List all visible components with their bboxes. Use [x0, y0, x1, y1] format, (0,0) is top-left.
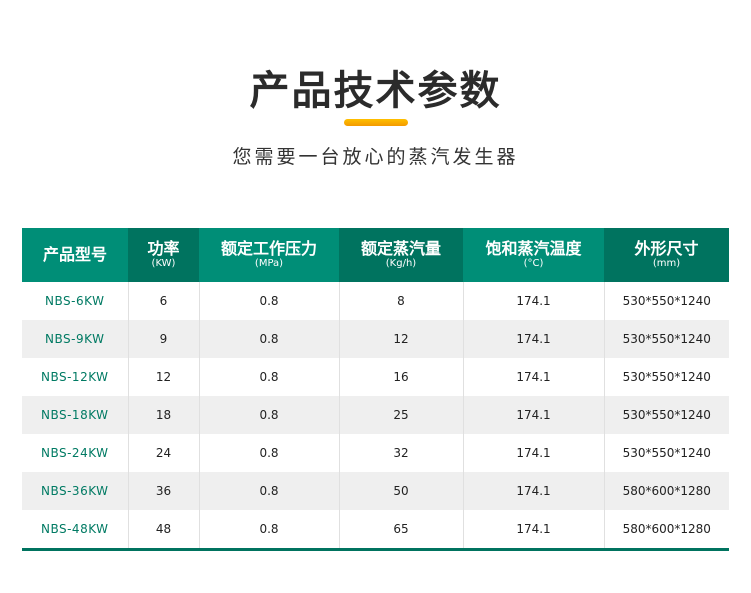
header-model: 产品型号 — [22, 228, 128, 282]
cell-model: NBS-48KW — [22, 510, 128, 551]
cell-temperature: 174.1 — [462, 320, 604, 358]
cell-power: 48 — [127, 510, 199, 551]
cell-steam-rate: 50 — [338, 472, 463, 510]
header-power: 功率 (KW) — [128, 228, 199, 282]
cell-pressure: 0.8 — [198, 472, 339, 510]
cell-model: NBS-12KW — [40, 370, 109, 384]
cell-pressure: 0.8 — [198, 320, 339, 358]
cell-temperature: 174.1 — [462, 396, 604, 434]
cell-steam-rate: 65 — [338, 510, 463, 551]
table-row: NBS-9KW 9 0.8 12 174.1 530*550*1240 — [22, 320, 729, 358]
header-pressure: 额定工作压力 (MPa) — [199, 228, 339, 282]
table-row: NBS-12KW 12 0.8 16 174.1 530*550*1240 — [22, 358, 729, 396]
cell-steam-rate: 25 — [338, 396, 463, 434]
cell-model: NBS-24KW — [40, 446, 109, 460]
cell-temperature: 174.1 — [462, 282, 604, 320]
header-unit: (mm) — [652, 258, 681, 269]
header-label: 功率 — [147, 239, 180, 258]
cell-dimensions: 530*550*1240 — [603, 282, 729, 320]
cell-steam-rate: 16 — [338, 358, 463, 396]
header-unit: (KW) — [151, 258, 176, 269]
cell-steam-rate: 8 — [338, 282, 463, 320]
page-subtitle: 您需要一台放心的蒸汽发生器 — [232, 146, 519, 168]
cell-power: 18 — [127, 396, 199, 434]
cell-model: NBS-9KW — [22, 320, 128, 358]
cell-pressure: 0.8 — [198, 396, 339, 434]
cell-steam-rate: 12 — [338, 320, 463, 358]
cell-power: 6 — [127, 282, 199, 320]
header-unit: (MPa) — [254, 258, 284, 269]
cell-temperature: 174.1 — [462, 358, 604, 396]
cell-power: 9 — [127, 320, 199, 358]
header-label: 产品型号 — [42, 245, 107, 264]
header-unit: (Kg/h) — [385, 258, 417, 269]
header-steam-rate: 额定蒸汽量 (Kg/h) — [339, 228, 463, 282]
cell-temperature: 174.1 — [462, 434, 604, 472]
table-header-row: 产品型号 功率 (KW) 额定工作压力 (MPa) 额定蒸汽量 (Kg/h) 饱和蒸汽… — [22, 228, 729, 282]
spec-table: 产品型号 功率 (KW) 额定工作压力 (MPa) 额定蒸汽量 (Kg/h) 饱和蒸汽… — [22, 228, 729, 551]
cell-steam-rate: 32 — [338, 434, 463, 472]
cell-temperature: 174.1 — [462, 472, 604, 510]
cell-power: 24 — [127, 434, 199, 472]
header-label: 外形尺寸 — [634, 239, 699, 258]
table-row: NBS-48KW 48 0.8 65 174.1 580*600*1280 — [22, 510, 729, 551]
header-label: 饱和蒸汽温度 — [485, 239, 582, 258]
cell-pressure: 0.8 — [198, 434, 339, 472]
cell-power: 12 — [127, 358, 199, 396]
cell-model: NBS-6KW — [45, 294, 105, 308]
cell-power: 36 — [127, 472, 199, 510]
cell-temperature: 174.1 — [462, 510, 604, 551]
cell-pressure: 0.8 — [198, 282, 339, 320]
header-unit: (°C) — [523, 258, 544, 269]
cell-pressure: 0.8 — [198, 358, 339, 396]
header-label: 额定工作压力 — [220, 239, 317, 258]
table-row: NBS-36KW 36 0.8 50 174.1 580*600*1280 — [22, 472, 729, 510]
table-row: NBS-6KW 6 0.8 8 174.1 530*550*1240 — [22, 282, 729, 320]
cell-pressure: 0.8 — [198, 510, 339, 551]
cell-dimensions: 530*550*1240 — [603, 320, 729, 358]
cell-model: NBS-36KW — [22, 472, 128, 510]
cell-model: NBS-18KW — [22, 396, 128, 434]
cell-dimensions: 530*550*1240 — [603, 358, 729, 396]
table-row: NBS-24KW 24 0.8 32 174.1 530*550*1240 — [22, 434, 729, 472]
header-temperature: 饱和蒸汽温度 (°C) — [463, 228, 604, 282]
title-underline-accent — [344, 119, 408, 126]
header-label: 额定蒸汽量 — [360, 239, 441, 258]
cell-dimensions: 580*600*1280 — [603, 510, 729, 551]
header-dimensions: 外形尺寸 (mm) — [604, 228, 729, 282]
cell-dimensions: 580*600*1280 — [603, 472, 729, 510]
cell-dimensions: 530*550*1240 — [603, 434, 729, 472]
page-title: 产品技术参数 — [249, 68, 502, 114]
table-row: NBS-18KW 18 0.8 25 174.1 530*550*1240 — [22, 396, 729, 434]
cell-dimensions: 530*550*1240 — [603, 396, 729, 434]
